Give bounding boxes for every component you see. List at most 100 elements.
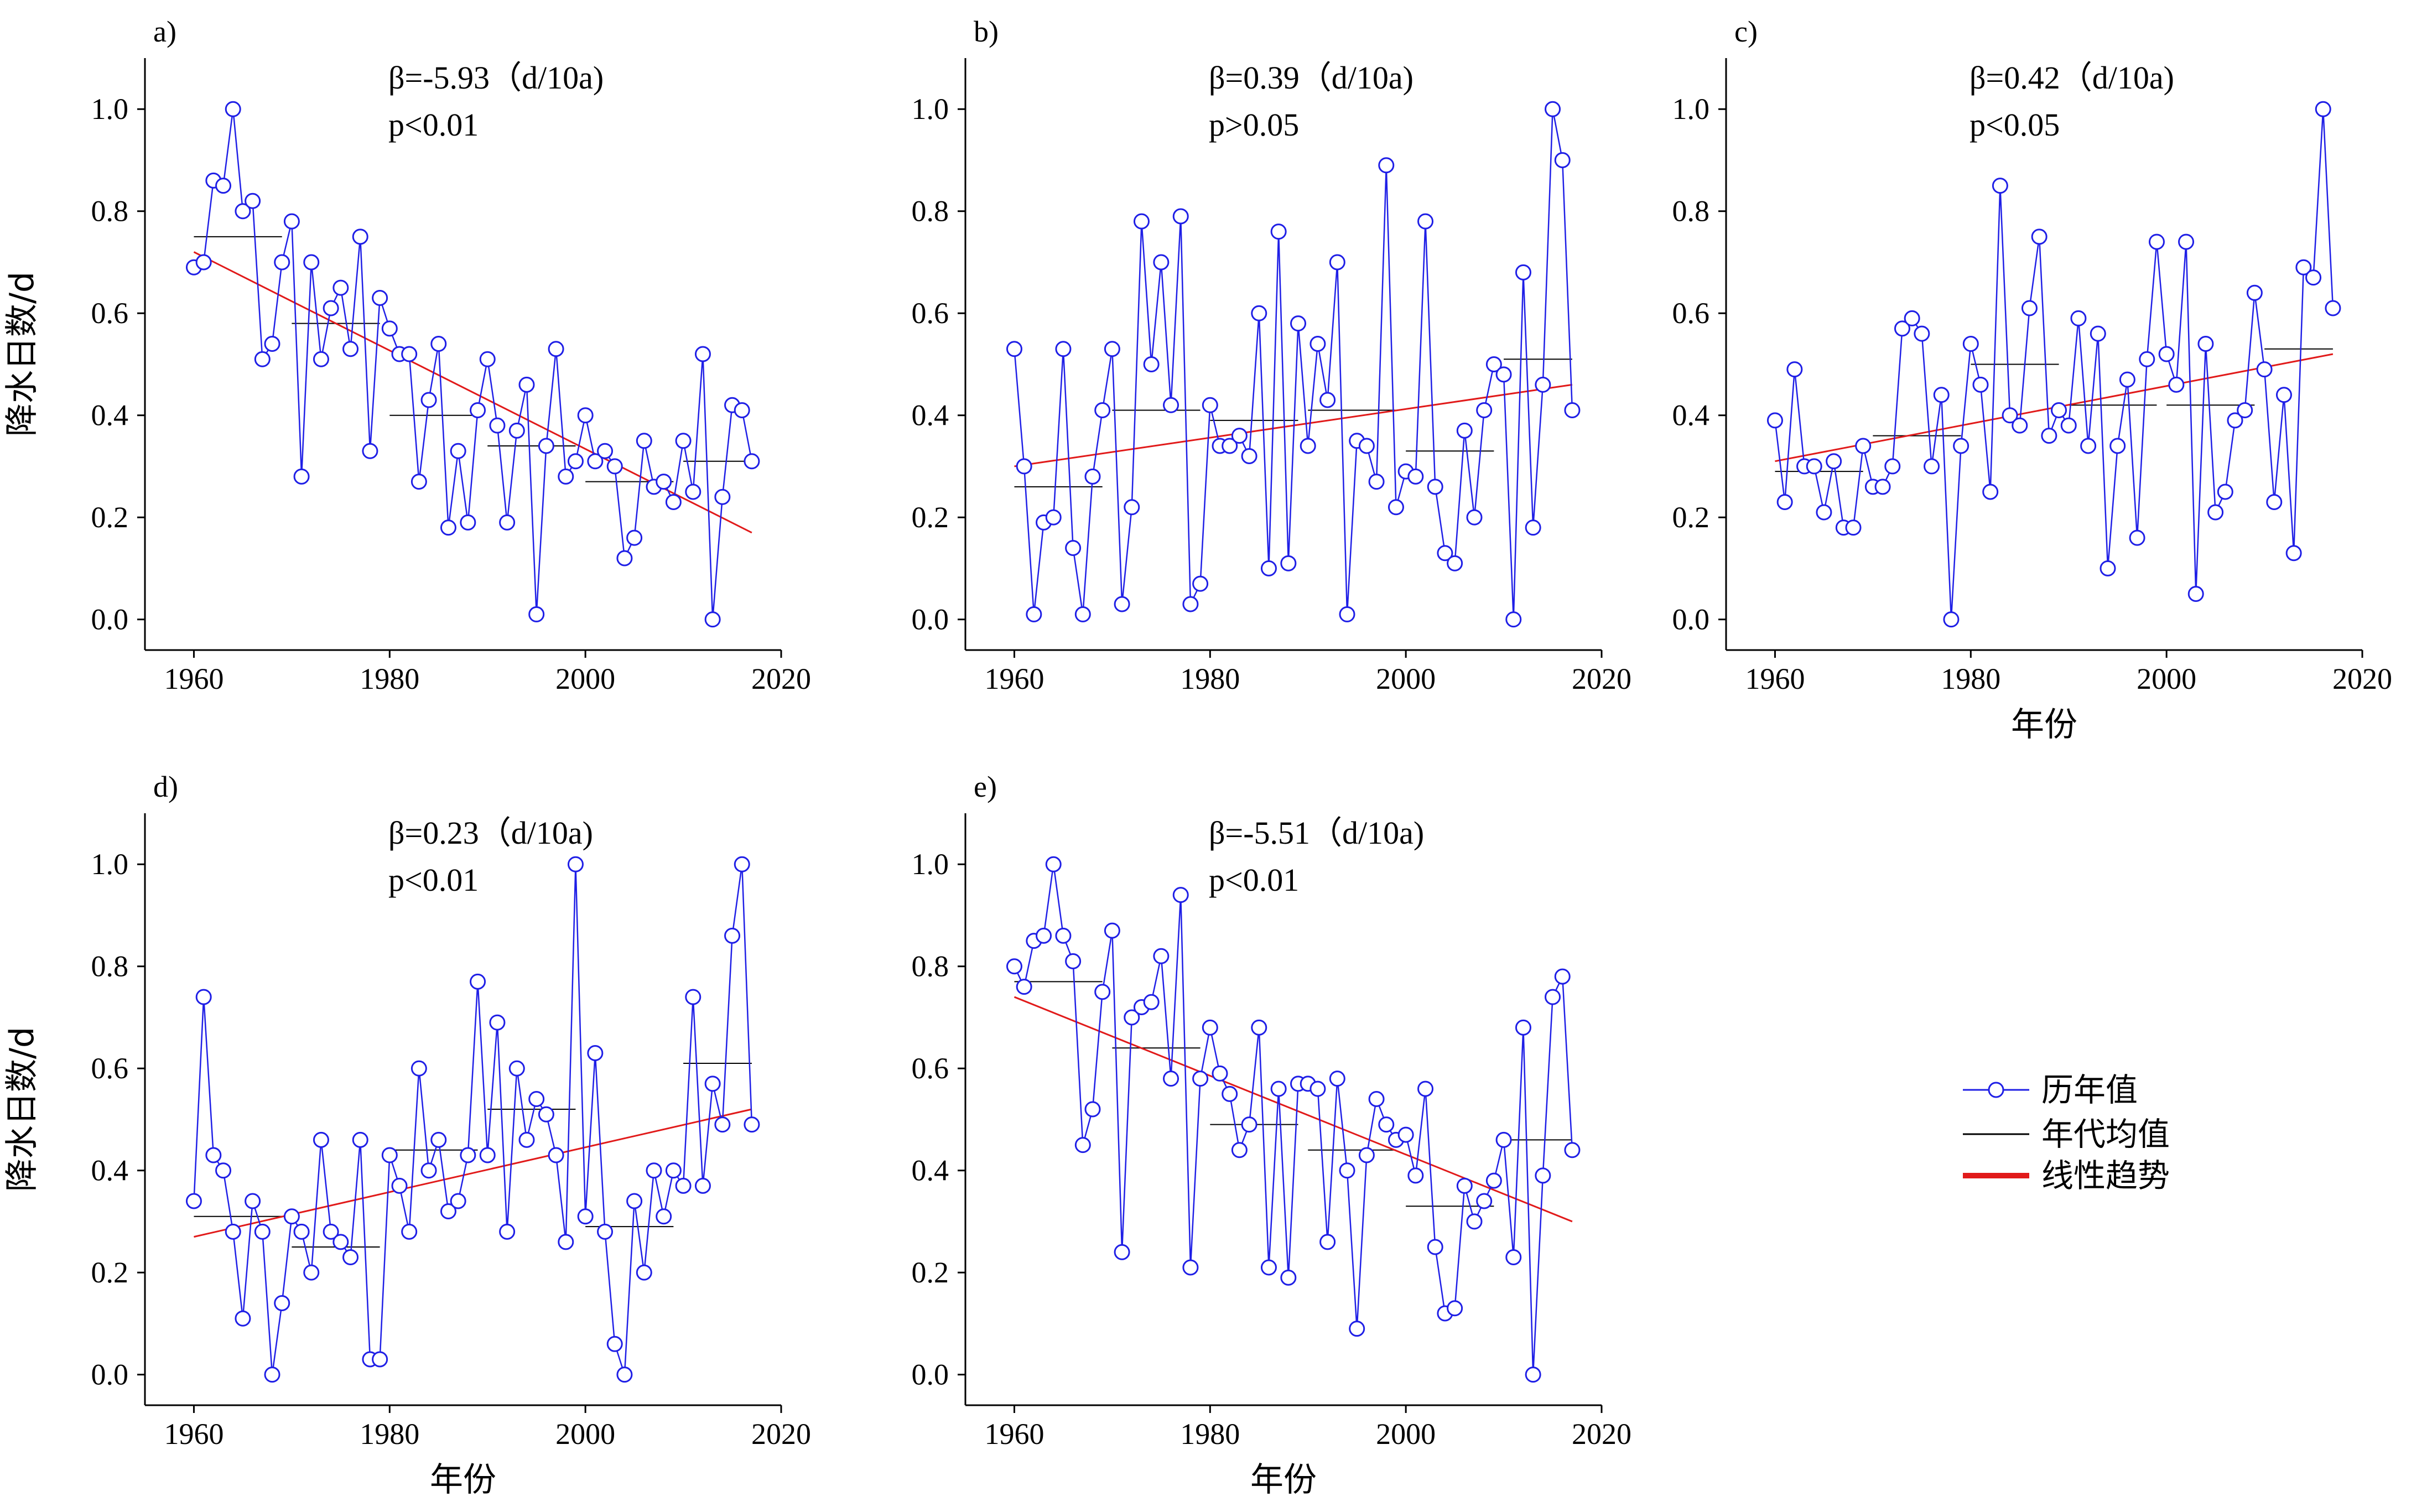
data-point <box>2256 361 2273 378</box>
data-point <box>1525 1366 1541 1383</box>
data-point <box>1962 336 1979 352</box>
data-point <box>1933 387 1950 403</box>
x-tick-label: 2000 <box>1376 662 1436 695</box>
panel-label: e) <box>974 770 997 803</box>
data-point <box>303 1264 320 1281</box>
series-line <box>193 864 753 1375</box>
data-point <box>1485 356 1502 372</box>
data-point <box>1417 213 1434 230</box>
data-point <box>508 422 525 439</box>
data-point <box>1476 402 1493 418</box>
data-point <box>1447 555 1463 571</box>
data-point <box>1329 1071 1345 1087</box>
data-point <box>518 376 535 393</box>
data-point <box>1456 422 1473 439</box>
data-point <box>724 927 741 944</box>
y-tick-label: 1.0 <box>91 92 129 126</box>
data-point <box>1222 1085 1238 1102</box>
data-point <box>1982 484 1999 500</box>
data-point <box>1260 560 1277 576</box>
data-point <box>1182 596 1199 612</box>
y-tick-label: 0.6 <box>912 1052 949 1085</box>
data-point <box>656 474 672 490</box>
data-point <box>1114 1244 1130 1260</box>
x-tick-label: 2020 <box>751 662 811 695</box>
data-point <box>1016 458 1032 475</box>
y-tick-label: 0.8 <box>912 195 949 228</box>
data-point <box>264 336 280 352</box>
data-point <box>2285 545 2302 562</box>
legend-series-marker <box>1988 1082 2004 1098</box>
data-point <box>352 1131 368 1148</box>
data-point <box>1943 611 1960 628</box>
data-point <box>342 1249 359 1265</box>
y-tick-label: 0.4 <box>912 1154 949 1187</box>
data-point <box>538 1106 554 1123</box>
data-point <box>1309 1080 1326 1097</box>
data-point <box>264 1366 280 1383</box>
data-point <box>460 1147 476 1163</box>
data-point <box>1133 213 1150 230</box>
data-point <box>2041 428 2057 444</box>
data-point <box>694 1177 711 1194</box>
y-tick-label: 0.2 <box>912 501 949 534</box>
y-tick-label: 0.2 <box>91 501 129 534</box>
data-point <box>1309 336 1326 352</box>
data-point <box>518 1131 535 1148</box>
data-point <box>1874 479 1891 495</box>
data-point <box>558 468 574 485</box>
data-point <box>597 443 614 459</box>
data-point <box>577 407 594 424</box>
p-annotation: p<0.01 <box>388 107 479 143</box>
y-tick-label: 0.4 <box>912 399 949 432</box>
y-tick-label: 0.2 <box>912 1256 949 1289</box>
data-point <box>235 203 251 220</box>
data-point <box>2100 560 2116 576</box>
data-point <box>577 1208 594 1225</box>
data-point <box>528 1091 545 1108</box>
data-point <box>587 1045 604 1062</box>
y-tick-label: 1.0 <box>912 848 949 881</box>
data-point <box>430 1131 447 1148</box>
data-point <box>303 254 320 271</box>
data-point <box>656 1208 672 1225</box>
panel-label: d) <box>153 770 178 803</box>
data-point <box>323 300 339 316</box>
x-tick-label: 2020 <box>751 1417 811 1451</box>
data-point <box>1766 412 1783 429</box>
x-tick-label: 2020 <box>1572 1417 1631 1451</box>
data-point <box>489 417 506 434</box>
x-tick-label: 2000 <box>1376 1417 1436 1451</box>
data-point <box>1192 575 1209 592</box>
data-point <box>499 1223 516 1240</box>
data-point <box>528 606 545 622</box>
data-point <box>440 519 456 536</box>
data-point <box>460 514 476 531</box>
data-point <box>1251 1019 1267 1036</box>
data-point <box>1202 1019 1218 1036</box>
data-point <box>606 458 623 475</box>
data-point <box>1447 1300 1463 1317</box>
p-annotation: p<0.05 <box>1969 107 2060 143</box>
data-point <box>1515 264 1531 280</box>
data-point <box>1192 1071 1209 1087</box>
data-point <box>1182 1259 1199 1276</box>
data-point <box>440 1203 456 1219</box>
data-point <box>1855 438 1872 454</box>
x-tick-label: 2020 <box>1572 662 1631 695</box>
data-point <box>1924 458 1940 475</box>
data-point <box>1437 545 1453 562</box>
data-point <box>401 1223 418 1240</box>
data-point <box>254 351 271 367</box>
data-point <box>567 453 584 470</box>
legend-series-label: 历年值 <box>2041 1071 2138 1109</box>
beta-annotation: β=-5.51（d/10a) <box>1209 815 1424 851</box>
data-point <box>332 1234 349 1250</box>
data-point <box>1212 1065 1228 1082</box>
series-line <box>193 109 753 620</box>
data-point <box>2275 387 2292 403</box>
data-point <box>274 1295 290 1312</box>
data-point <box>1845 519 1862 536</box>
data-point <box>2305 269 2322 286</box>
data-point <box>2266 494 2283 510</box>
